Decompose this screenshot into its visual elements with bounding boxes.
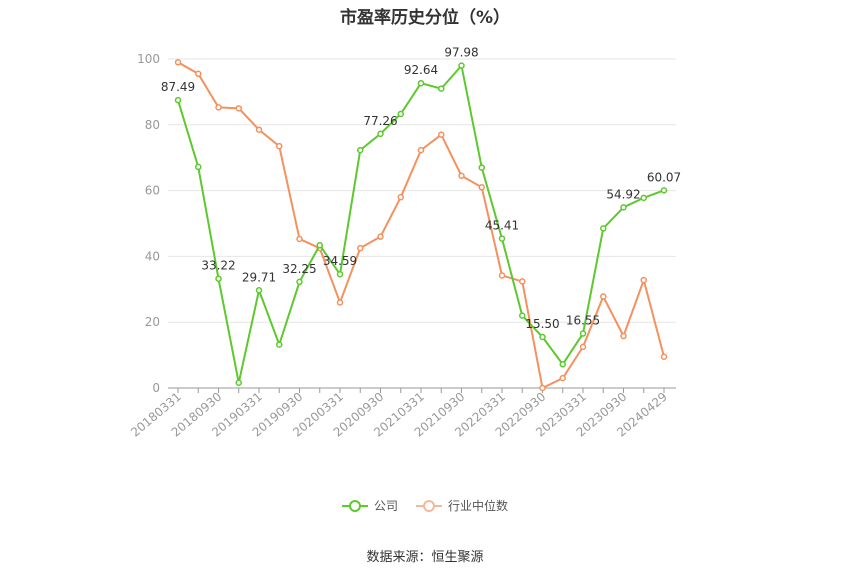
point-industry-median — [296, 235, 303, 243]
point-industry-median — [559, 374, 566, 382]
data-label: 45.41 — [485, 219, 519, 233]
source-note: 数据来源：恒生聚源 — [366, 550, 484, 565]
point-industry-median — [215, 104, 222, 111]
data-label: 60.07 — [647, 170, 681, 184]
data-label: 29.71 — [242, 270, 276, 284]
point-industry-median — [640, 276, 647, 284]
point-industry-median — [438, 131, 445, 138]
point-company — [276, 341, 283, 348]
data-label: 16.55 — [566, 314, 600, 328]
point-company — [195, 163, 202, 171]
data-labels: 87.49 33.22 29.71 32.25 34.59 77.26 92.64 97.98… — [161, 46, 681, 331]
point-industry-median — [377, 233, 384, 240]
chart-title: 市盈率历史分位（%） — [339, 8, 511, 28]
data-label: 32.25 — [282, 262, 316, 276]
legend-item-company[interactable]: 公司 — [341, 497, 398, 514]
point-industry-median — [478, 184, 485, 191]
data-label: 54.92 — [606, 187, 640, 201]
point-company — [519, 312, 526, 319]
data-label: 77.26 — [363, 114, 397, 128]
point-industry-median — [579, 343, 587, 351]
series-group — [174, 59, 668, 392]
data-label: 87.49 — [161, 80, 195, 94]
point-industry-median — [519, 278, 526, 285]
point-industry-median — [255, 126, 263, 133]
point-company — [600, 225, 607, 232]
legend-label-company: 公司 — [373, 499, 398, 513]
point-company — [458, 62, 465, 69]
point-company — [559, 361, 566, 368]
point-industry-median — [195, 70, 202, 78]
y-tick-label: 60 — [145, 184, 160, 198]
data-label: 33.22 — [201, 259, 235, 273]
point-company — [539, 333, 546, 341]
point-company — [640, 194, 647, 202]
point-industry-median — [357, 244, 364, 252]
legend: 公司 行业中位数 — [0, 497, 850, 514]
point-company — [377, 130, 384, 138]
point-industry-median — [660, 353, 668, 360]
series-line-industry-median — [177, 61, 665, 389]
point-industry-median — [336, 299, 344, 306]
point-company — [438, 85, 445, 92]
legend-swatch-company — [341, 499, 368, 513]
point-company — [235, 379, 242, 386]
legend-swatch-industry-median — [416, 499, 442, 513]
point-company — [620, 204, 627, 211]
point-industry-median — [539, 384, 546, 392]
point-company — [215, 275, 222, 282]
point-industry-median — [235, 105, 242, 112]
point-company — [397, 110, 404, 118]
point-company — [316, 241, 323, 249]
series-line-company — [177, 64, 665, 384]
point-company — [174, 96, 182, 104]
point-industry-median — [397, 193, 404, 201]
point-industry-median — [498, 272, 506, 279]
y-tick-label: 100 — [137, 52, 160, 66]
point-industry-median — [600, 293, 607, 300]
point-company — [336, 270, 344, 278]
data-label: 97.98 — [444, 46, 478, 60]
point-company — [498, 235, 506, 242]
data-label: 92.64 — [404, 63, 438, 77]
gridlines — [168, 58, 676, 323]
y-tick-label: 40 — [145, 249, 160, 263]
point-industry-median — [276, 142, 283, 150]
x-axis: 2018033120180930201903312019093020200331… — [128, 387, 676, 440]
point-company — [255, 287, 263, 294]
point-industry-median — [174, 59, 182, 66]
point-company — [296, 278, 303, 286]
point-company — [417, 79, 425, 87]
legend-label-industry-median: 行业中位数 — [448, 499, 509, 513]
y-tick-label: 0 — [152, 381, 160, 395]
point-industry-median — [417, 146, 425, 154]
data-label: 15.50 — [525, 317, 559, 331]
point-industry-median — [458, 172, 465, 180]
point-company — [579, 330, 587, 337]
point-company — [357, 146, 364, 154]
point-industry-median — [620, 332, 627, 340]
point-company — [478, 164, 485, 171]
y-tick-label: 20 — [145, 315, 160, 329]
y-axis: 0 20 40 60 80 100 — [137, 52, 160, 395]
data-label: 34.59 — [323, 254, 357, 268]
legend-item-industry-median[interactable]: 行业中位数 — [416, 497, 508, 514]
y-tick-label: 80 — [145, 118, 160, 132]
point-company — [660, 187, 668, 194]
